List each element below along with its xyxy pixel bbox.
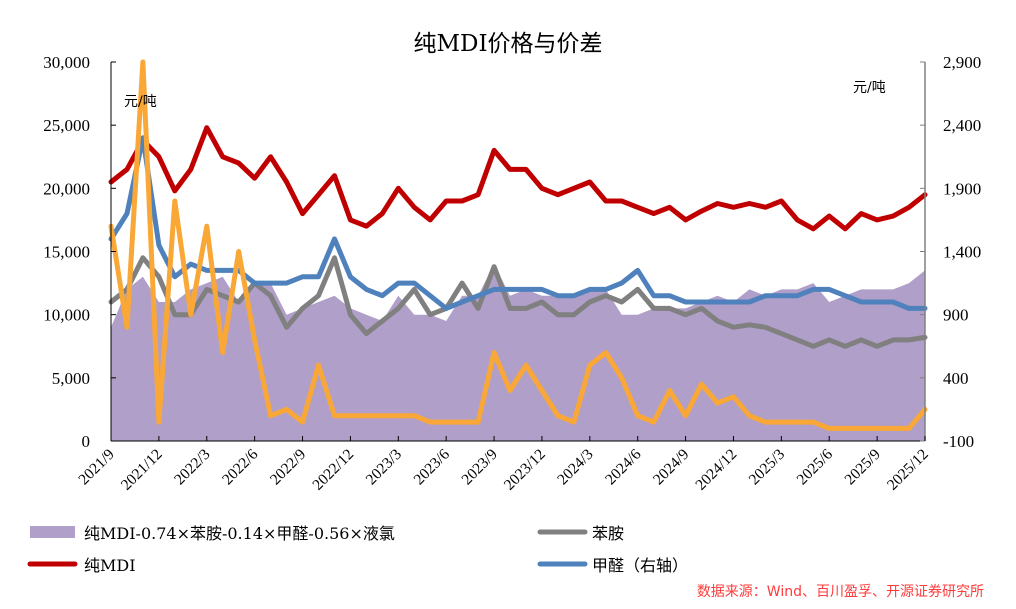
- x-tick-label: 2023/6: [411, 446, 454, 489]
- x-tick-label: 2022/3: [171, 446, 214, 489]
- right-tick-label: -100: [943, 432, 974, 451]
- x-tick-label: 2023/3: [363, 446, 406, 489]
- plot-area: [108, 59, 928, 441]
- series-line-formaldehyde: [108, 135, 928, 311]
- x-tick-label: 2023/9: [458, 446, 501, 489]
- x-tick-label: 2022/9: [267, 446, 310, 489]
- x-tick-label: 2024/6: [602, 446, 645, 489]
- data-source: 数据来源：Wind、百川盈孚、开源证券研究所: [697, 584, 984, 600]
- left-tick-label: 0: [82, 432, 91, 451]
- x-tick-label: 2025/6: [794, 446, 837, 489]
- series-line-mdi: [108, 125, 928, 232]
- x-tick-label: 2021/9: [75, 446, 118, 489]
- legend-label-spread: 纯MDI-0.74×苯胺-0.14×甲醛-0.56×液氯: [84, 524, 395, 543]
- left-tick-label: 10,000: [43, 306, 90, 325]
- x-tick-label: 2025/9: [841, 446, 884, 489]
- left-tick-label: 25,000: [43, 116, 90, 135]
- right-tick-label: 2,900: [943, 53, 981, 72]
- left-tick-label: 5,000: [52, 369, 90, 388]
- left-tick-label: 20,000: [43, 179, 90, 198]
- legend-swatch-spread: [30, 526, 75, 538]
- series-line-unlabeled: [108, 59, 928, 431]
- x-tick-label: 2025/12: [884, 446, 932, 494]
- x-tick-label: 2024/12: [692, 446, 740, 494]
- x-tick-label: 2023/12: [501, 446, 549, 494]
- left-tick-label: 15,000: [43, 243, 90, 262]
- x-tick-label: 2025/3: [746, 446, 789, 489]
- legend-label-mdi: 纯MDI: [84, 556, 136, 575]
- x-tick-label: 2024/9: [650, 446, 693, 489]
- right-tick-label: 400: [943, 369, 969, 388]
- x-tick-label: 2022/6: [219, 446, 262, 489]
- legend-label-aniline: 苯胺: [592, 524, 624, 543]
- legend-label-formaldehyde: 甲醛（右轴）: [592, 556, 688, 575]
- x-tick-label: 2024/3: [554, 446, 597, 489]
- right-axis-unit: 元/吨: [853, 80, 886, 96]
- right-tick-label: 2,400: [943, 116, 981, 135]
- right-tick-label: 1,400: [943, 243, 981, 262]
- x-tick-label: 2021/12: [118, 446, 166, 494]
- right-tick-label: 1,900: [943, 179, 981, 198]
- legend: 纯MDI-0.74×苯胺-0.14×甲醛-0.56×液氯 苯胺 纯MDI 甲醛（…: [27, 524, 688, 575]
- left-axis-unit: 元/吨: [124, 94, 157, 110]
- left-tick-label: 30,000: [43, 53, 90, 72]
- series-area-spread: [111, 264, 925, 441]
- chart-title: 纯MDI价格与价差: [413, 31, 602, 57]
- right-tick-label: 900: [943, 306, 969, 325]
- x-tick-label: 2022/12: [309, 446, 357, 494]
